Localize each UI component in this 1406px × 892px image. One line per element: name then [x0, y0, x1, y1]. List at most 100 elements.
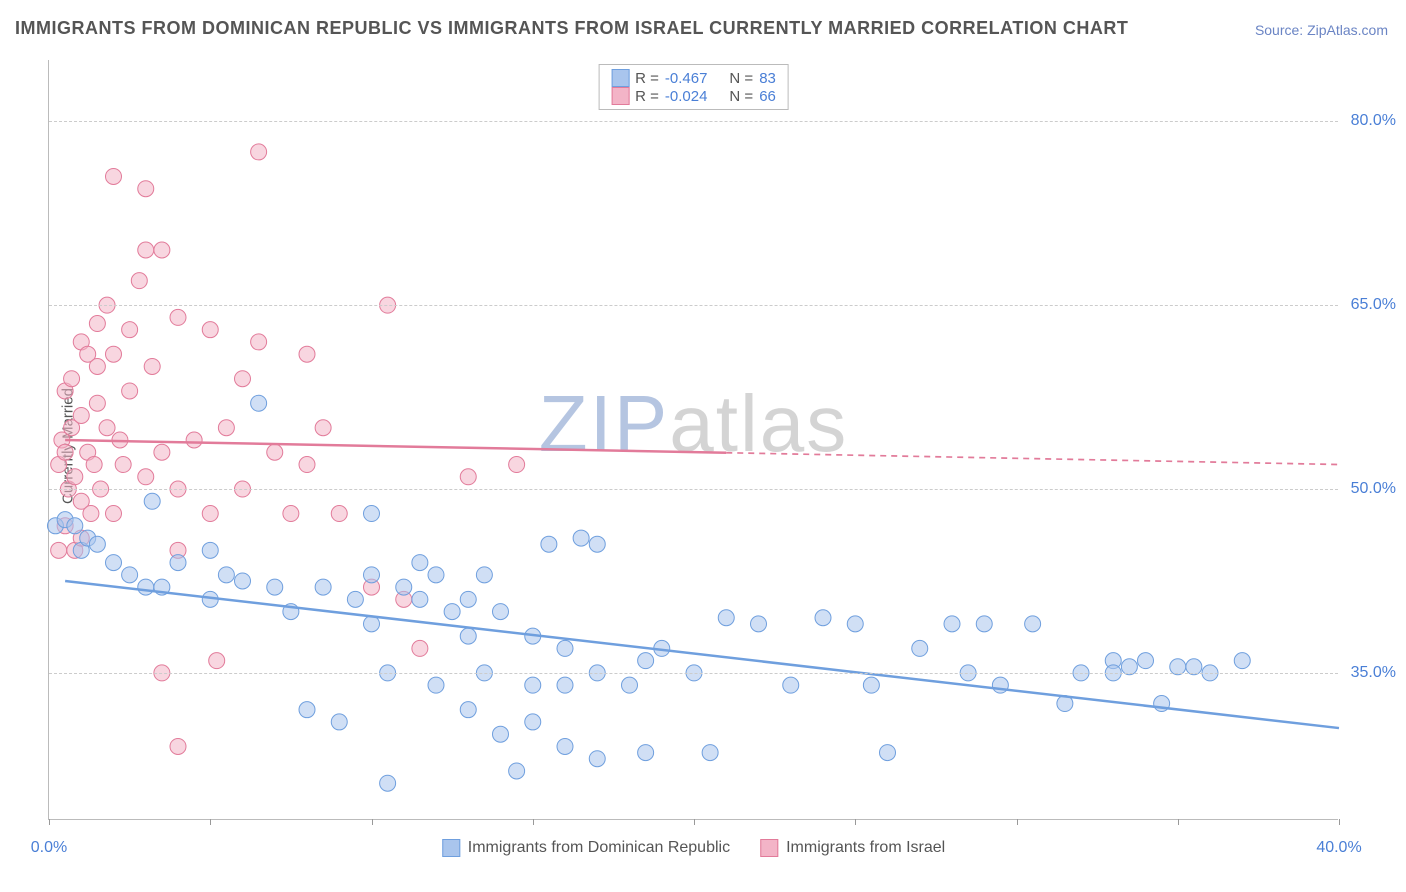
scatter-point	[251, 395, 267, 411]
scatter-point	[944, 616, 960, 632]
scatter-point	[67, 469, 83, 485]
scatter-point	[589, 536, 605, 552]
y-tick-label: 50.0%	[1351, 480, 1396, 498]
scatter-point	[202, 506, 218, 522]
scatter-point	[509, 457, 525, 473]
scatter-point	[847, 616, 863, 632]
scatter-point	[64, 371, 80, 387]
scatter-point	[89, 358, 105, 374]
gridline	[49, 121, 1338, 122]
scatter-point	[122, 567, 138, 583]
scatter-point	[589, 751, 605, 767]
plot-area: ZIPatlas R = -0.467 N = 83 R = -0.024 N …	[48, 60, 1338, 820]
x-tick	[1178, 819, 1179, 825]
scatter-point	[396, 579, 412, 595]
scatter-point	[638, 745, 654, 761]
scatter-point	[557, 677, 573, 693]
scatter-point	[202, 322, 218, 338]
scatter-point	[1138, 653, 1154, 669]
x-tick	[1339, 819, 1340, 825]
scatter-point	[170, 309, 186, 325]
scatter-point	[525, 677, 541, 693]
x-tick	[533, 819, 534, 825]
legend-label: Immigrants from Israel	[786, 839, 945, 857]
scatter-point	[251, 144, 267, 160]
scatter-point	[138, 579, 154, 595]
trend-line-dashed	[726, 453, 1339, 465]
scatter-point	[976, 616, 992, 632]
scatter-point	[476, 567, 492, 583]
scatter-point	[154, 444, 170, 460]
scatter-point	[315, 420, 331, 436]
y-tick-label: 65.0%	[1351, 296, 1396, 314]
source-attribution: Source: ZipAtlas.com	[1255, 22, 1388, 38]
scatter-point	[51, 542, 67, 558]
scatter-point	[73, 407, 89, 423]
scatter-point	[751, 616, 767, 632]
scatter-point	[622, 677, 638, 693]
scatter-point	[218, 567, 234, 583]
scatter-point	[283, 506, 299, 522]
scatter-point	[880, 745, 896, 761]
scatter-point	[138, 469, 154, 485]
scatter-point	[186, 432, 202, 448]
scatter-point	[86, 457, 102, 473]
scatter-point	[115, 457, 131, 473]
scatter-point	[170, 555, 186, 571]
scatter-point	[573, 530, 589, 546]
scatter-point	[131, 273, 147, 289]
scatter-point	[541, 536, 557, 552]
scatter-point	[702, 745, 718, 761]
scatter-point	[106, 506, 122, 522]
scatter-point	[170, 738, 186, 754]
scatter-point	[89, 316, 105, 332]
scatter-point	[138, 242, 154, 258]
legend-swatch	[442, 839, 460, 857]
scatter-point	[106, 555, 122, 571]
chart-title: IMMIGRANTS FROM DOMINICAN REPUBLIC VS IM…	[15, 18, 1128, 39]
x-tick	[694, 819, 695, 825]
scatter-point	[1025, 616, 1041, 632]
scatter-point	[106, 168, 122, 184]
x-tick	[855, 819, 856, 825]
scatter-point	[106, 346, 122, 362]
scatter-point	[331, 506, 347, 522]
scatter-point	[122, 322, 138, 338]
gridline	[49, 673, 1338, 674]
scatter-point	[57, 444, 73, 460]
x-tick	[210, 819, 211, 825]
scatter-point	[557, 738, 573, 754]
scatter-point	[557, 640, 573, 656]
scatter-point	[444, 604, 460, 620]
x-tick-label: 40.0%	[1316, 839, 1361, 857]
scatter-point	[364, 616, 380, 632]
scatter-point	[863, 677, 879, 693]
x-tick-label: 0.0%	[31, 839, 67, 857]
gridline	[49, 305, 1338, 306]
scatter-point	[154, 242, 170, 258]
scatter-point	[218, 420, 234, 436]
scatter-point	[380, 775, 396, 791]
gridline	[49, 489, 1338, 490]
scatter-point	[83, 506, 99, 522]
scatter-point	[815, 610, 831, 626]
scatter-point	[364, 506, 380, 522]
scatter-point	[412, 591, 428, 607]
scatter-point	[251, 334, 267, 350]
scatter-point	[299, 346, 315, 362]
legend-item: Immigrants from Dominican Republic	[442, 839, 730, 857]
scatter-point	[428, 677, 444, 693]
x-tick	[1017, 819, 1018, 825]
scatter-point	[267, 444, 283, 460]
scatter-point	[235, 573, 251, 589]
scatter-point	[347, 591, 363, 607]
scatter-point	[1234, 653, 1250, 669]
scatter-point	[144, 358, 160, 374]
scatter-point	[718, 610, 734, 626]
scatter-point	[331, 714, 347, 730]
scatter-point	[412, 640, 428, 656]
scatter-point	[783, 677, 799, 693]
x-tick	[372, 819, 373, 825]
legend-item: Immigrants from Israel	[760, 839, 945, 857]
scatter-point	[315, 579, 331, 595]
